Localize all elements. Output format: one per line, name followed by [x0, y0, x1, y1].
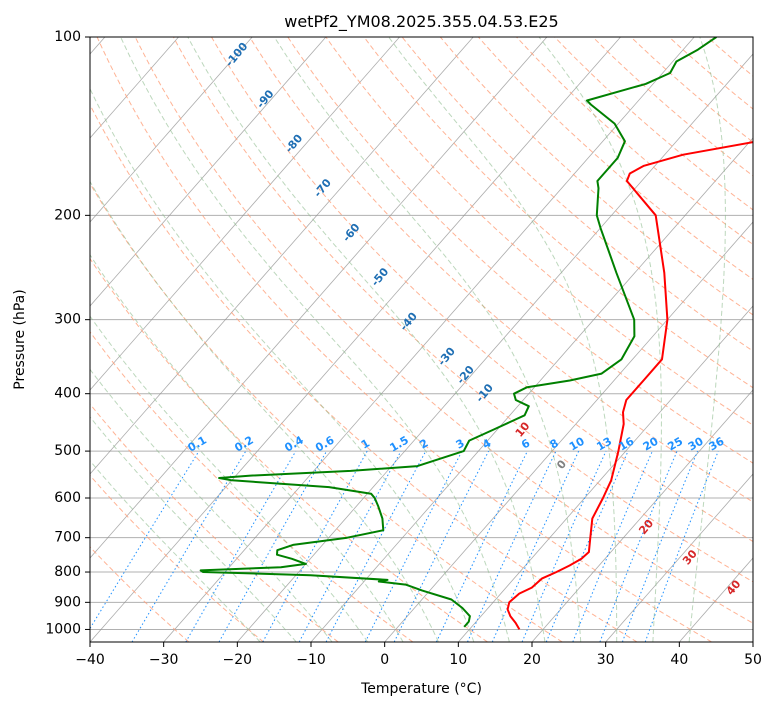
mixing-ratio-line — [435, 450, 528, 642]
adiabat-lines — [90, 37, 753, 642]
x-tick-label: 0 — [380, 652, 389, 668]
dry-adiabat-line — [439, 37, 753, 316]
dry-adiabat-line — [90, 103, 638, 642]
y-axis-title: Pressure (hPa) — [12, 289, 28, 389]
dry-adiabat-line — [96, 37, 712, 642]
axes: −40 −30 −20 −10 0 10 20 30 40 50 100 200 300 400 500 60… — [45, 29, 762, 668]
x-axis-title: Temperature (°C) — [360, 681, 482, 697]
dry-adiabat-line — [90, 403, 339, 642]
x-tick-label: −20 — [223, 652, 253, 668]
moist-adiabat-line — [688, 37, 726, 642]
isotherm-line — [458, 305, 753, 642]
y-tick-label: 400 — [54, 386, 81, 402]
dry-adiabat-line — [172, 37, 753, 583]
moist-adiabat-line — [538, 37, 662, 642]
dry-adiabat-line — [134, 37, 753, 624]
y-tick-label: 900 — [54, 594, 81, 610]
mixing-ratio-line — [262, 450, 368, 642]
isotherm-line — [90, 37, 400, 391]
dewpoint-profile-line — [199, 37, 717, 628]
mixing-ratio-line — [185, 450, 297, 642]
mixing-ratio-line — [393, 450, 490, 642]
dry-adiabat-line — [325, 37, 753, 426]
dry-adiabat-line — [401, 37, 753, 352]
chart-title: wetPf2_YM08.2025.355.04.53.E25 — [284, 12, 558, 32]
mixing-ratio-line — [218, 450, 328, 642]
mixing-ratio-line — [545, 450, 629, 642]
temperature-profile-line — [506, 141, 753, 630]
isotherm-line — [384, 221, 753, 642]
moist-adiabat-line — [90, 180, 439, 642]
isotherm-line — [163, 37, 695, 642]
mixing-ratio-line — [572, 450, 653, 642]
x-tick-label: 10 — [449, 652, 467, 668]
plot-frame — [89, 36, 754, 643]
isotherm-line — [605, 473, 753, 642]
isotherm-line — [90, 37, 621, 642]
isotherm-line — [90, 37, 253, 223]
y-tick-label: 800 — [54, 564, 81, 580]
mixing-ratio-line — [131, 450, 247, 642]
y-tick-label: 100 — [54, 29, 81, 45]
moist-adiabat-line — [388, 37, 618, 642]
y-tick-label: 500 — [54, 443, 81, 459]
mixing-ratio-lines — [90, 450, 719, 642]
moist-adiabat-line — [90, 368, 333, 642]
background-grid — [90, 37, 753, 642]
mixing-ratio-line — [467, 450, 557, 642]
moist-adiabat-line — [273, 37, 582, 642]
y-tick-label: 300 — [54, 312, 81, 328]
isotherm-line — [90, 37, 548, 559]
x-tick-label: 50 — [744, 652, 762, 668]
isotherm-line — [90, 37, 327, 307]
moist-adiabat-line — [90, 253, 404, 642]
y-tick-label: 600 — [54, 490, 81, 506]
x-tick-label: 30 — [597, 652, 615, 668]
moist-adiabat-line — [90, 460, 261, 642]
isotherm-line — [90, 37, 474, 475]
moist-adiabat-line — [90, 315, 369, 642]
x-tick-label: −10 — [296, 652, 326, 668]
x-tick-label: −40 — [75, 652, 105, 668]
dry-adiabat-line — [363, 37, 753, 389]
profile-series — [199, 37, 753, 630]
mixing-ratio-line — [491, 450, 580, 642]
x-tick-label: 40 — [670, 652, 688, 668]
moist-adiabat-line — [120, 37, 510, 642]
dry-adiabat-line — [90, 257, 488, 642]
dry-adiabat-line — [287, 37, 753, 464]
y-tick-label: 700 — [54, 530, 81, 546]
x-tick-label: 20 — [523, 652, 541, 668]
moist-adiabat-line — [187, 37, 546, 642]
mixing-ratio-line — [90, 450, 200, 630]
x-tick-label: −30 — [149, 652, 179, 668]
mixing-ratio-line — [298, 450, 402, 642]
y-tick-label: 1000 — [45, 621, 81, 637]
dry-adiabat-line — [516, 37, 753, 246]
moist-adiabat-line — [90, 87, 475, 642]
isotherm-line — [531, 389, 753, 642]
y-tick-label: 200 — [54, 207, 81, 223]
dry-adiabat-line — [592, 37, 753, 177]
